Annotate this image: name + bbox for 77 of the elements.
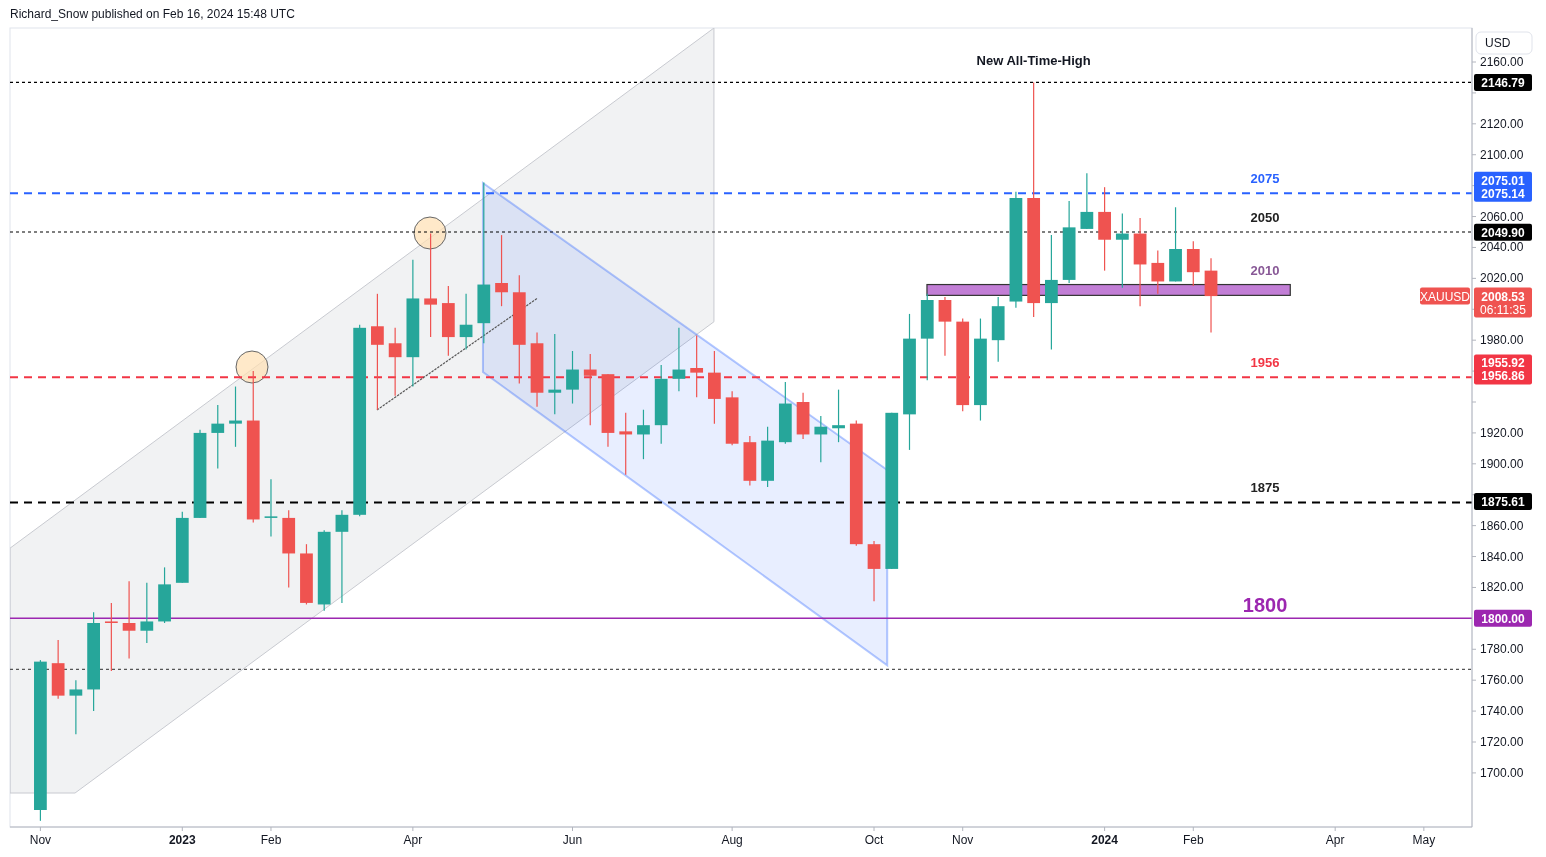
- y-tick-label: 2146.79: [1481, 75, 1526, 90]
- candlestick: [832, 389, 845, 443]
- text: 06:11:35: [1480, 302, 1527, 317]
- x-tick-label: Apr: [403, 833, 423, 847]
- y-tick-label: 2075.14: [1481, 186, 1526, 201]
- x-tick-label: Jun: [562, 833, 583, 847]
- candlestick: [690, 334, 704, 398]
- candlestick: [619, 412, 633, 476]
- candlestick: [371, 293, 384, 411]
- y-tick-label: 2100.00: [1480, 147, 1524, 162]
- candlestick: [637, 409, 650, 460]
- y-tick-label: 1840.00: [1480, 549, 1524, 564]
- x-tick-label: Feb: [260, 833, 282, 847]
- y-tick-label: 1820.00: [1480, 580, 1524, 595]
- annotation: New All-Time-High: [976, 53, 1091, 69]
- candlestick: [122, 580, 136, 660]
- candlestick: [211, 404, 225, 470]
- candlestick: [1045, 234, 1058, 351]
- y-tick-label: 1720.00: [1480, 735, 1524, 749]
- y-tick-label: 1875.61: [1481, 495, 1526, 510]
- y-axis-title: USD: [1485, 36, 1511, 50]
- x-tick-label: Aug: [721, 833, 743, 847]
- y-tick-label: 2049.90: [1481, 225, 1526, 240]
- candlestick: [938, 296, 952, 357]
- ref-line-label: 1800: [1242, 594, 1288, 617]
- y-tick-label: 1700.00: [1480, 765, 1524, 780]
- candlestick: [388, 327, 402, 397]
- y-tick-label: 2008.53: [1481, 289, 1526, 304]
- x-tick-label: 2023: [168, 833, 196, 847]
- ref-line-label: 2050: [1250, 210, 1280, 225]
- band-label: 2010: [1250, 262, 1280, 278]
- x-tick-label: 2024: [1091, 833, 1119, 847]
- candlestick: [583, 353, 597, 426]
- x-tick-label: Nov: [29, 833, 52, 847]
- candlestick: [1186, 240, 1200, 287]
- chart-title: Richard_Snow published on Feb 16, 2024 15:48 UTC: [10, 7, 296, 21]
- ref-line-label: 2075: [1250, 171, 1280, 187]
- x-tick-label: Apr: [1325, 833, 1345, 847]
- candlestick: [229, 385, 242, 448]
- y-tick-label: 1860.00: [1480, 518, 1524, 533]
- y-tick-label: 2160.00: [1480, 55, 1524, 69]
- candlestick: [424, 232, 437, 338]
- candlestick: [264, 478, 278, 538]
- text: 2075.01: [1481, 173, 1526, 188]
- candlestick: [814, 415, 828, 463]
- y-tick-label: 1740.00: [1480, 704, 1524, 719]
- y-tick-label: 1800.00: [1481, 611, 1526, 626]
- candlestick: [672, 327, 686, 392]
- y-tick-label: 2020.00: [1480, 271, 1524, 286]
- x-tick-label: Feb: [1182, 833, 1204, 847]
- y-tick-label: 1900.00: [1480, 456, 1524, 471]
- candlestick: [1115, 212, 1129, 289]
- y-tick-label: 2060.00: [1480, 209, 1524, 224]
- y-tick-label: 1980.00: [1480, 333, 1524, 348]
- candlestick: [548, 333, 562, 415]
- candlestick: [335, 509, 349, 604]
- y-tick-label: 1760.00: [1480, 673, 1524, 688]
- x-tick-label: May: [1412, 833, 1436, 847]
- candlestick: [1151, 249, 1165, 295]
- candlestick: [104, 602, 118, 672]
- annotation: XAUUSD: [1419, 289, 1471, 304]
- y-tick-label: 1920.00: [1480, 425, 1524, 440]
- candlestick: [566, 350, 579, 405]
- candlestick: [140, 582, 154, 644]
- candlestick: [459, 293, 473, 351]
- candlestick: [495, 234, 508, 307]
- y-tick-label: 1956.86: [1481, 369, 1526, 384]
- y-tick-label: 2120.00: [1480, 116, 1524, 131]
- y-tick-label: 1780.00: [1480, 642, 1524, 657]
- x-tick-label: Oct: [864, 833, 885, 847]
- x-tick-label: Nov: [952, 833, 974, 847]
- candlestick: [1080, 172, 1094, 230]
- ref-line-label: 1956: [1250, 355, 1280, 371]
- text: 1955.92: [1481, 356, 1526, 371]
- candlestick: [69, 679, 83, 735]
- y-tick-label: 2040.00: [1480, 240, 1524, 255]
- ref-line-label: 1875: [1250, 480, 1280, 496]
